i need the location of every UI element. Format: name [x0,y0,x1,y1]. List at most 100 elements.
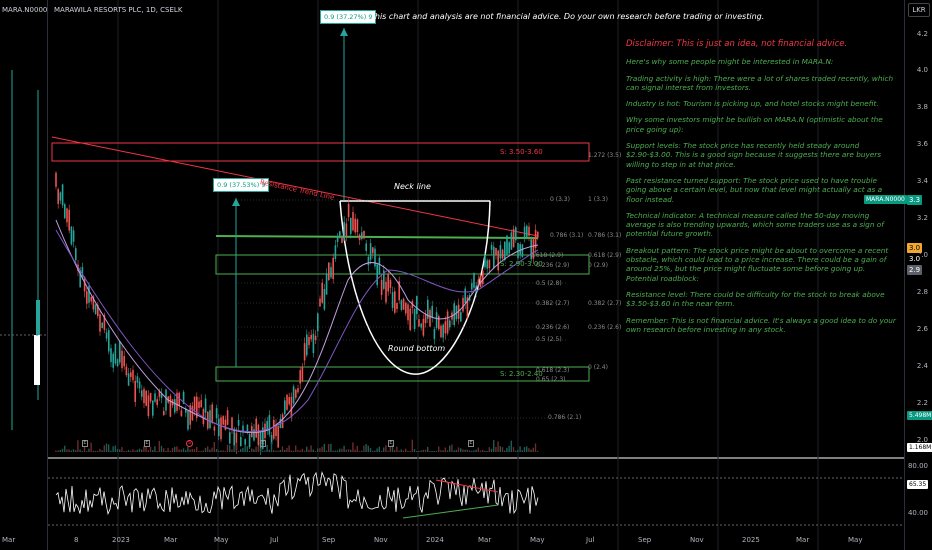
price-tick: 3.6 [916,140,928,148]
candle-body [306,334,308,356]
price-badge: 3.0 [907,254,923,264]
price-tick: 2.4 [916,362,928,370]
earnings-marker[interactable]: E [144,440,150,447]
volume-bar [303,450,306,452]
volume-bar [427,446,429,452]
candle-body [55,172,57,187]
candle-body [222,416,224,425]
volume-bar [446,450,449,452]
volume-bar [55,450,57,452]
candle-body [187,411,189,430]
candle-body [506,235,508,255]
volume-bar [264,450,266,452]
volume-bar [213,442,215,452]
fib-label: 0.236 (2.6) [536,324,570,331]
candle-body [343,221,345,241]
volume-bar [180,449,182,452]
disclaimer-paragraph: Trading activity is high: There were a l… [626,73,894,92]
candle-body [394,291,396,313]
candle-body [466,297,469,317]
projection-callout-left[interactable]: 0.9 (37.53%) 9 [213,178,270,192]
candle-body [193,396,196,410]
volume-bar [484,450,486,452]
candle-body [246,424,249,433]
volume-bar [398,450,400,452]
candle-body [532,239,535,259]
candle-body [490,244,493,250]
candle-body [97,304,99,317]
volume-bar [262,450,264,452]
candle-body [138,381,141,389]
volume-bar [363,445,365,452]
volume-bar [83,446,86,452]
volume-bar [400,449,402,452]
currency-button[interactable]: LKR [908,3,930,17]
left-chart-panel[interactable]: MARA.N0000 Mar [0,0,48,550]
earnings-marker[interactable]: E [388,440,394,447]
volume-bar [209,449,211,452]
candle-body [66,208,68,223]
candle-body [325,273,328,295]
candle-body [526,225,528,237]
volume-bar [279,449,281,452]
earnings-marker[interactable]: E [82,440,88,447]
candle-body [534,229,537,248]
fib-label: 0.786 (3.1) [550,232,584,239]
candle-body [418,319,420,327]
candle-body [266,421,268,431]
volume-bar [334,450,336,452]
volume-bar [372,450,374,452]
candle-body [442,324,444,338]
candle-body [361,232,363,239]
volume-bar [105,443,108,452]
candle-body [215,408,218,419]
volume-bar [123,450,125,452]
candle-body [303,343,306,361]
volume-bar [433,450,435,452]
volume-bar [68,449,70,452]
candle-body [398,281,400,301]
volume-bar [508,445,510,452]
candle-body [493,246,495,269]
volume-bar [132,449,134,452]
volume-bar [504,450,506,452]
price-tick: 3.0 [916,251,928,259]
candle-body [319,298,321,307]
rsi-value-badge: 65.35 [907,480,929,489]
volume-bar [88,448,90,452]
volume-bar [312,449,314,452]
candle-body [290,396,293,418]
earnings-marker[interactable]: E [260,440,266,447]
candle-body [123,356,125,367]
volume-bar [519,446,521,452]
main-chart[interactable]: MARAWILA RESORTS PLC, 1D, CSELK [48,0,904,550]
volume-bar [323,443,325,452]
disclaimer-panel: Disclaimer: This is just an idea, not fi… [626,39,898,341]
candle-body [495,247,497,256]
volume-bar [94,450,97,452]
candle-body [308,337,310,346]
candle-body [114,343,117,364]
candle-body [508,242,510,254]
volume-bar [200,450,202,452]
projection-callout-top[interactable]: 0.9 (37.27%) 9 [320,10,377,24]
volume-bar [246,446,248,452]
price-axis[interactable]: LKR 4.2 4.0 3.8 3.6 3.4 3.2 3.0 2.8 2.6 … [904,0,932,550]
candle-body [70,226,73,245]
candle-body [143,388,145,404]
volume-bar [301,448,303,452]
price-badge: 3.0 [907,243,923,253]
split-marker[interactable]: S [186,440,193,447]
time-tick: 2024 [426,536,444,544]
candle-body [147,395,150,417]
earnings-marker[interactable]: E [468,440,474,447]
volume-bar [134,450,136,452]
candle-body [334,245,337,260]
volume-bar [92,450,94,452]
volume-bar [431,450,433,452]
volume-bar [490,448,493,452]
notice-text: This chart and analysis are not financia… [370,12,765,21]
volume-bar [391,444,394,452]
volume-bar [99,448,101,452]
candle-body [231,417,233,431]
